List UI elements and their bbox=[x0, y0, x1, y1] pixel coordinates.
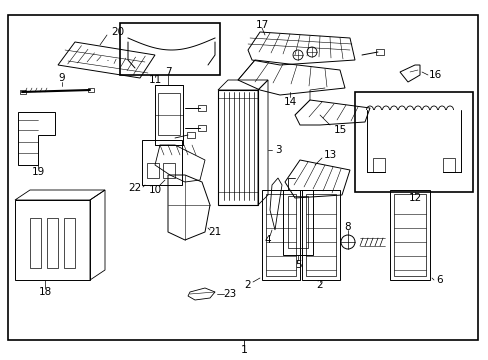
Text: 2: 2 bbox=[316, 280, 323, 290]
Text: 10: 10 bbox=[148, 185, 161, 195]
Bar bbox=[186, 132, 195, 138]
Text: 18: 18 bbox=[38, 287, 52, 297]
Bar bbox=[20, 90, 26, 94]
Bar bbox=[142, 140, 182, 185]
Text: 11: 11 bbox=[148, 75, 162, 85]
Bar bbox=[265, 194, 295, 276]
Bar bbox=[283, 190, 312, 255]
Bar bbox=[120, 23, 220, 75]
Bar bbox=[47, 218, 58, 268]
Bar bbox=[147, 163, 159, 178]
Bar bbox=[262, 190, 299, 280]
Text: 15: 15 bbox=[333, 125, 346, 135]
Text: 6: 6 bbox=[436, 275, 443, 285]
Text: 13: 13 bbox=[323, 150, 336, 160]
Text: 12: 12 bbox=[407, 193, 421, 203]
Bar bbox=[30, 218, 41, 268]
Text: 17: 17 bbox=[255, 20, 268, 30]
Text: 20: 20 bbox=[111, 27, 124, 37]
Bar bbox=[88, 88, 94, 92]
Bar bbox=[305, 194, 335, 276]
Bar bbox=[158, 93, 180, 135]
Bar bbox=[372, 158, 384, 172]
Bar bbox=[287, 196, 307, 248]
Bar bbox=[393, 194, 425, 276]
Bar bbox=[155, 85, 183, 145]
Text: 22: 22 bbox=[128, 183, 142, 193]
Text: 16: 16 bbox=[427, 70, 441, 80]
Text: 5: 5 bbox=[294, 260, 301, 270]
Bar bbox=[15, 200, 90, 280]
Text: 2: 2 bbox=[244, 280, 251, 290]
Bar bbox=[302, 190, 339, 280]
Bar bbox=[389, 190, 429, 280]
Bar bbox=[375, 49, 383, 55]
Text: 7: 7 bbox=[164, 67, 171, 77]
Text: 1: 1 bbox=[240, 345, 247, 355]
Text: 23: 23 bbox=[223, 289, 236, 299]
Bar bbox=[64, 218, 75, 268]
Bar bbox=[198, 125, 205, 131]
Bar bbox=[163, 163, 175, 178]
Bar bbox=[442, 158, 454, 172]
Bar bbox=[198, 105, 205, 111]
Text: 19: 19 bbox=[31, 167, 44, 177]
Text: 21: 21 bbox=[208, 227, 221, 237]
Text: 8: 8 bbox=[344, 222, 350, 232]
Bar bbox=[354, 92, 472, 192]
Text: 14: 14 bbox=[283, 97, 296, 107]
Text: 4: 4 bbox=[264, 235, 271, 245]
Text: 9: 9 bbox=[59, 73, 65, 83]
Text: 3: 3 bbox=[274, 145, 281, 155]
